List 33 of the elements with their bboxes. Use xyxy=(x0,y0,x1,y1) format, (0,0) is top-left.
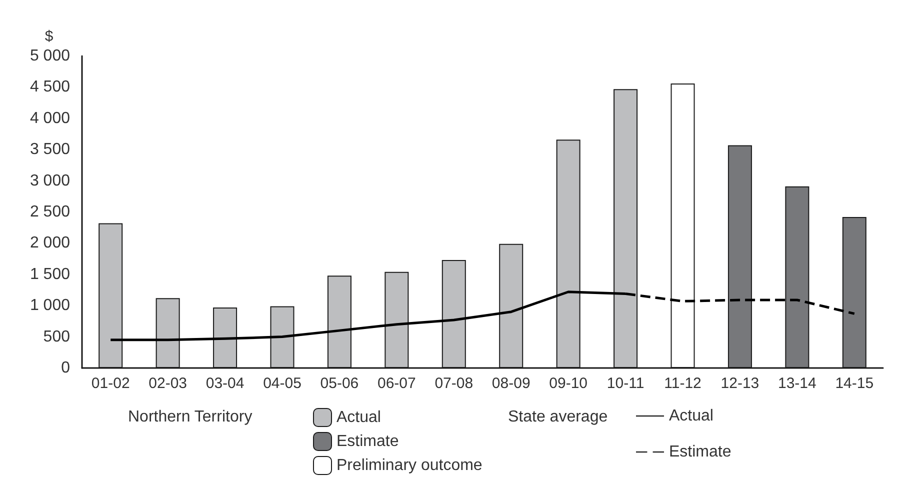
legend-label: Actual xyxy=(336,409,381,426)
x-tick-label: 12-13 xyxy=(720,375,760,392)
x-tick-label: 03-04 xyxy=(206,375,244,392)
x-tick-label: 10-11 xyxy=(606,375,644,392)
y-tick-label: 1 000 xyxy=(30,297,70,314)
y-tick-label: 4 500 xyxy=(30,78,70,96)
x-tick-label: 13-14 xyxy=(778,375,816,392)
x-tick-label: 05-06 xyxy=(320,375,359,392)
x-tick-label: 06-07 xyxy=(377,375,416,392)
x-tick-label: 07-08 xyxy=(434,375,474,392)
x-tick-label: 04-05 xyxy=(263,375,302,392)
y-tick-label: 4 000 xyxy=(30,110,70,127)
legend-label: Estimate xyxy=(669,444,732,460)
text: Northern Territory xyxy=(128,408,252,426)
x-tick-label: 09-10 xyxy=(549,375,588,392)
y-axis-title: $ xyxy=(44,28,54,45)
y-tick-label: 2 500 xyxy=(30,204,70,220)
y-tick-label: 500 xyxy=(43,328,70,346)
legend-label: Actual xyxy=(669,408,714,424)
y-tick-label: 3 000 xyxy=(30,172,70,190)
text: State average xyxy=(508,408,608,426)
legend-label: Preliminary outcome xyxy=(336,457,482,474)
y-tick-label: 5 000 xyxy=(30,48,70,64)
legend-label: Estimate xyxy=(336,433,399,450)
x-tick-label: 01-02 xyxy=(91,375,130,392)
x-tick-label: 14-15 xyxy=(835,375,874,392)
y-tick-label: 1 500 xyxy=(30,266,70,283)
y-tick-label: 2 000 xyxy=(30,234,70,252)
x-tick-label: 11-12 xyxy=(664,375,702,392)
y-tick-label: 0 xyxy=(61,360,70,376)
x-tick-label: 08-09 xyxy=(492,375,530,392)
x-tick-label: 02-03 xyxy=(148,375,188,392)
y-tick-label: 3 500 xyxy=(30,141,70,158)
